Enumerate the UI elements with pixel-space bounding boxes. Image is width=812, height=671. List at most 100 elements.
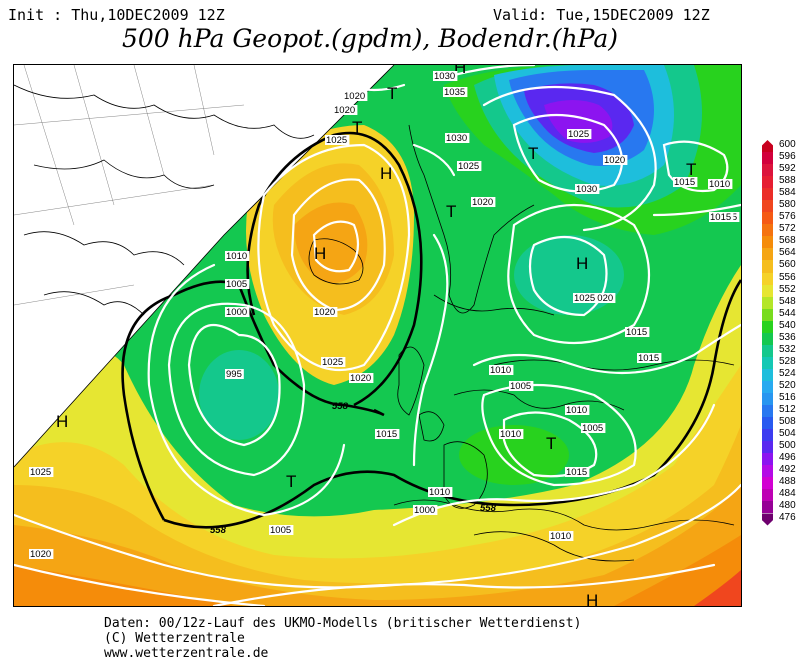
init-time: Init : Thu,10DEC2009 12Z bbox=[8, 6, 225, 24]
legend-entry: 540 bbox=[762, 320, 808, 333]
isobar-label-bg bbox=[29, 467, 54, 477]
isobar-label: 1025 bbox=[30, 467, 51, 478]
isobar-label: 1030 bbox=[434, 71, 455, 82]
legend-entry: 592 bbox=[762, 163, 808, 177]
legend-label: 576 bbox=[779, 211, 796, 223]
colour-legend: 600 596 592 588 584 580 576 572 568 564 560 556 552 5… bbox=[762, 139, 808, 526]
legend-entry: 508 bbox=[762, 416, 808, 430]
isobar-label: 1015 bbox=[674, 177, 695, 188]
domain-border bbox=[14, 65, 395, 468]
valid-time: Valid: Tue,15DEC2009 12Z bbox=[493, 6, 710, 24]
isobar-label-bg bbox=[567, 129, 592, 139]
isobar-label-bg bbox=[428, 487, 453, 497]
isobar-label-bg bbox=[413, 505, 438, 515]
weather-map: H T T H H T T T H H T T H 1020 1020 1025 10… bbox=[13, 64, 742, 607]
contour-558-ridge bbox=[246, 131, 423, 407]
isobar-label-bg bbox=[457, 161, 482, 171]
isobar-label: 1005 bbox=[226, 279, 247, 290]
isobar-label: 1020 bbox=[314, 307, 335, 318]
legend-swatch bbox=[762, 176, 773, 189]
legend-swatch bbox=[762, 188, 773, 201]
legend-entry: 556 bbox=[762, 271, 808, 285]
isobar-label-bg bbox=[471, 197, 496, 207]
legend-entry: 576 bbox=[762, 211, 808, 225]
legend-entry: 520 bbox=[762, 380, 808, 393]
legend-swatch bbox=[762, 212, 773, 225]
isobar-label: 1010 bbox=[226, 251, 247, 262]
legend-swatch bbox=[762, 332, 773, 345]
isobar-label: 1005 bbox=[270, 525, 291, 536]
low-symbol: T bbox=[352, 118, 362, 137]
legend-label: 532 bbox=[779, 343, 796, 355]
isobar-label-bg bbox=[573, 293, 598, 303]
isobar-label: 1020 bbox=[604, 155, 625, 166]
high-symbol: H bbox=[314, 244, 326, 263]
isobar-label: 1020 bbox=[472, 197, 493, 208]
legend-swatch bbox=[762, 453, 773, 466]
isobar-label-bg bbox=[321, 357, 346, 367]
isobar-label-bg bbox=[708, 179, 733, 189]
contour-label: 558 bbox=[332, 401, 349, 412]
contour-labels: 558 558 558 bbox=[210, 401, 497, 536]
legend-label: 524 bbox=[779, 367, 796, 379]
high-symbol: H bbox=[576, 254, 588, 273]
isobar-label: 1010 bbox=[709, 179, 730, 190]
low-symbol: T bbox=[387, 84, 397, 103]
legend-swatch bbox=[762, 368, 773, 381]
isobar-label: 1010 bbox=[566, 405, 587, 416]
isobar-label-bg bbox=[509, 381, 534, 391]
contour-label: 558 bbox=[210, 525, 227, 536]
legend-label: 492 bbox=[779, 464, 796, 476]
low-symbol: T bbox=[446, 202, 456, 221]
legend-swatch bbox=[762, 441, 773, 454]
legend-entry: 504 bbox=[762, 428, 808, 442]
legend-label: 512 bbox=[779, 404, 796, 416]
isobar-label: 1015 bbox=[626, 327, 647, 338]
legend-swatch bbox=[762, 248, 773, 261]
isobar-label-bg bbox=[443, 87, 468, 97]
legend-label: 572 bbox=[779, 223, 796, 235]
footer-website[interactable]: www.wetterzentrale.de bbox=[104, 646, 269, 661]
legend-entry: 492 bbox=[762, 464, 808, 478]
legend-entry: 564 bbox=[762, 247, 808, 261]
isobar-label: 1030 bbox=[446, 133, 467, 144]
legend-entry: 560 bbox=[762, 259, 808, 273]
legend-swatch bbox=[762, 224, 773, 237]
isobar-label-bg bbox=[225, 307, 250, 317]
legend-entry: 476 bbox=[762, 512, 808, 526]
footer-copyright: (C) Wetterzentrale bbox=[104, 631, 245, 646]
isobar-label-bg bbox=[549, 531, 574, 541]
isobar-label: 1005 bbox=[510, 381, 531, 392]
legend-label: 552 bbox=[779, 283, 796, 295]
graticule bbox=[14, 65, 245, 306]
legend-label: 496 bbox=[779, 452, 796, 464]
legend-label: 556 bbox=[779, 271, 796, 283]
legend-label: 600 bbox=[779, 139, 796, 150]
legend-label: 536 bbox=[779, 331, 796, 343]
legend-swatch bbox=[762, 380, 773, 393]
isobar-label-bg bbox=[349, 373, 374, 383]
isobar-label: 1015 bbox=[638, 353, 659, 364]
isobar-label: 1000 bbox=[414, 505, 435, 516]
legend-label: 480 bbox=[779, 500, 796, 512]
legend-entry: 552 bbox=[762, 283, 808, 297]
legend-entry: 588 bbox=[762, 175, 808, 189]
low-symbol: T bbox=[686, 160, 696, 179]
legend-entry: 524 bbox=[762, 367, 808, 381]
europe-coastline bbox=[308, 124, 735, 562]
legend-label: 544 bbox=[779, 307, 796, 319]
legend-swatch bbox=[762, 405, 773, 418]
legend-swatch bbox=[762, 260, 773, 273]
map-canvas: H T T H H T T T H H T T H 10201020102510… bbox=[14, 65, 741, 606]
isobar-label: 1025 bbox=[458, 161, 479, 172]
isobar-label-bg bbox=[325, 135, 350, 145]
legend-entry: 548 bbox=[762, 296, 808, 309]
isobar-label: 1035 bbox=[444, 87, 465, 98]
isobar-label: 1000 bbox=[226, 307, 247, 318]
legend-entry: 496 bbox=[762, 452, 808, 466]
isobar-label-bg bbox=[673, 177, 698, 187]
legend-label: 476 bbox=[779, 512, 796, 524]
isobar-label: 1025 bbox=[322, 357, 343, 368]
isobar-label-bg bbox=[225, 279, 250, 289]
legend-swatch bbox=[762, 272, 773, 285]
